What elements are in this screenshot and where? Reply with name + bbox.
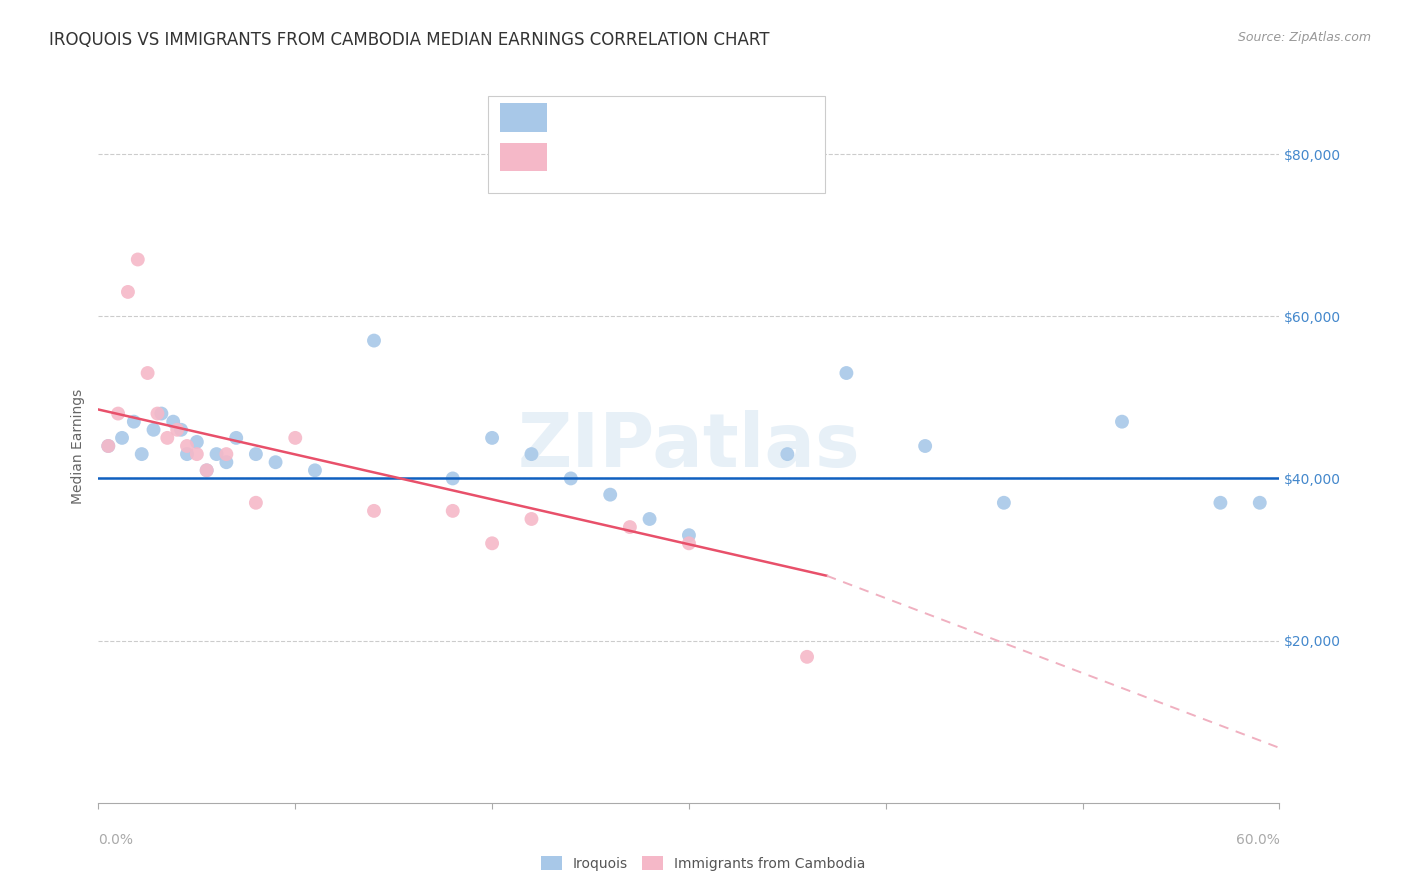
Point <box>111 431 134 445</box>
Point <box>678 528 700 542</box>
FancyBboxPatch shape <box>488 96 825 193</box>
Point <box>284 431 307 445</box>
Point <box>914 439 936 453</box>
Point <box>225 431 247 445</box>
Point <box>97 439 120 453</box>
Point <box>835 366 858 380</box>
Point <box>170 423 193 437</box>
Point <box>264 455 287 469</box>
Point <box>481 536 503 550</box>
Point <box>166 423 188 437</box>
Point <box>1111 415 1133 429</box>
Point <box>441 504 464 518</box>
Legend: Iroquois, Immigrants from Cambodia: Iroquois, Immigrants from Cambodia <box>536 850 870 876</box>
Point <box>215 447 238 461</box>
FancyBboxPatch shape <box>501 143 547 171</box>
FancyBboxPatch shape <box>501 103 547 132</box>
Point <box>162 415 184 429</box>
Point <box>195 463 218 477</box>
Point <box>245 496 267 510</box>
Point <box>142 423 165 437</box>
Point <box>796 649 818 664</box>
Point <box>117 285 139 299</box>
Text: 60.0%: 60.0% <box>1236 833 1279 847</box>
Point <box>363 504 385 518</box>
Point <box>1249 496 1271 510</box>
Point <box>520 512 543 526</box>
Point <box>619 520 641 534</box>
Point <box>520 447 543 461</box>
Point <box>1209 496 1232 510</box>
Point <box>186 434 208 449</box>
Point <box>176 439 198 453</box>
Point <box>127 252 149 267</box>
Point <box>146 407 169 421</box>
Point <box>195 463 218 477</box>
Point <box>678 536 700 550</box>
Point <box>560 471 582 485</box>
Point <box>441 471 464 485</box>
Text: IROQUOIS VS IMMIGRANTS FROM CAMBODIA MEDIAN EARNINGS CORRELATION CHART: IROQUOIS VS IMMIGRANTS FROM CAMBODIA MED… <box>49 31 769 49</box>
Point <box>205 447 228 461</box>
Point <box>215 455 238 469</box>
Point <box>136 366 159 380</box>
Point <box>150 407 173 421</box>
Point <box>107 407 129 421</box>
Point <box>186 447 208 461</box>
Point <box>638 512 661 526</box>
Point <box>599 488 621 502</box>
Point <box>122 415 145 429</box>
Point <box>993 496 1015 510</box>
Point <box>776 447 799 461</box>
Point <box>156 431 179 445</box>
Text: R = -0.329   N = 26: R = -0.329 N = 26 <box>568 144 731 161</box>
Point <box>245 447 267 461</box>
Y-axis label: Median Earnings: Median Earnings <box>72 388 86 504</box>
Text: 0.0%: 0.0% <box>98 833 134 847</box>
Point <box>304 463 326 477</box>
Text: Source: ZipAtlas.com: Source: ZipAtlas.com <box>1237 31 1371 45</box>
Point <box>97 439 120 453</box>
Point <box>176 447 198 461</box>
Text: R = -0.003   N = 37: R = -0.003 N = 37 <box>568 104 731 122</box>
Point <box>481 431 503 445</box>
Point <box>363 334 385 348</box>
Point <box>131 447 153 461</box>
Text: ZIPatlas: ZIPatlas <box>517 409 860 483</box>
